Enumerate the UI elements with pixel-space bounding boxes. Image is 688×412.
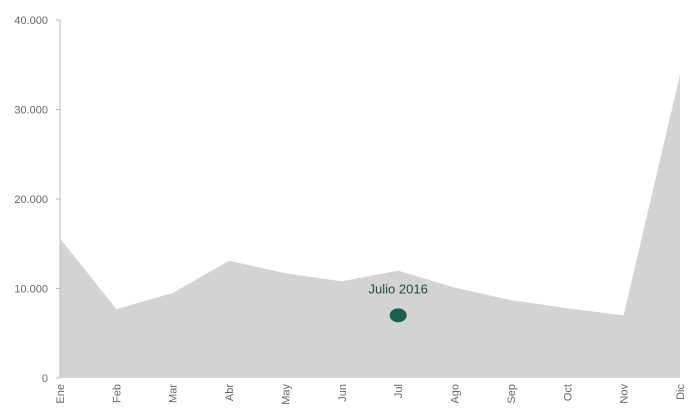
y-tick-label: 20.000	[14, 194, 48, 206]
x-tick-label: Sep	[506, 384, 518, 404]
y-tick-label: 10.000	[14, 284, 48, 296]
annotation: Julio 2016	[369, 281, 428, 296]
x-tick-label: Jul	[393, 384, 405, 398]
x-tick-label: Oct	[562, 384, 574, 401]
y-tick-label: 30.000	[14, 105, 48, 117]
x-tick-label: May	[280, 384, 292, 405]
x-tick-label: Abr	[224, 384, 236, 401]
x-tick-label: Mar	[168, 384, 180, 403]
x-tick-label: Jun	[337, 384, 349, 402]
x-tick-label: Nov	[619, 384, 631, 404]
x-tick-label: Feb	[111, 384, 123, 403]
y-tick-label: 0	[42, 373, 48, 385]
x-tick-label: Dic	[675, 384, 687, 400]
highlight-point	[389, 308, 407, 323]
x-tick-label: Ene	[55, 384, 67, 404]
x-tick-label: Ago	[450, 384, 462, 404]
y-tick-label: 40.000	[14, 15, 48, 27]
area	[60, 74, 680, 378]
